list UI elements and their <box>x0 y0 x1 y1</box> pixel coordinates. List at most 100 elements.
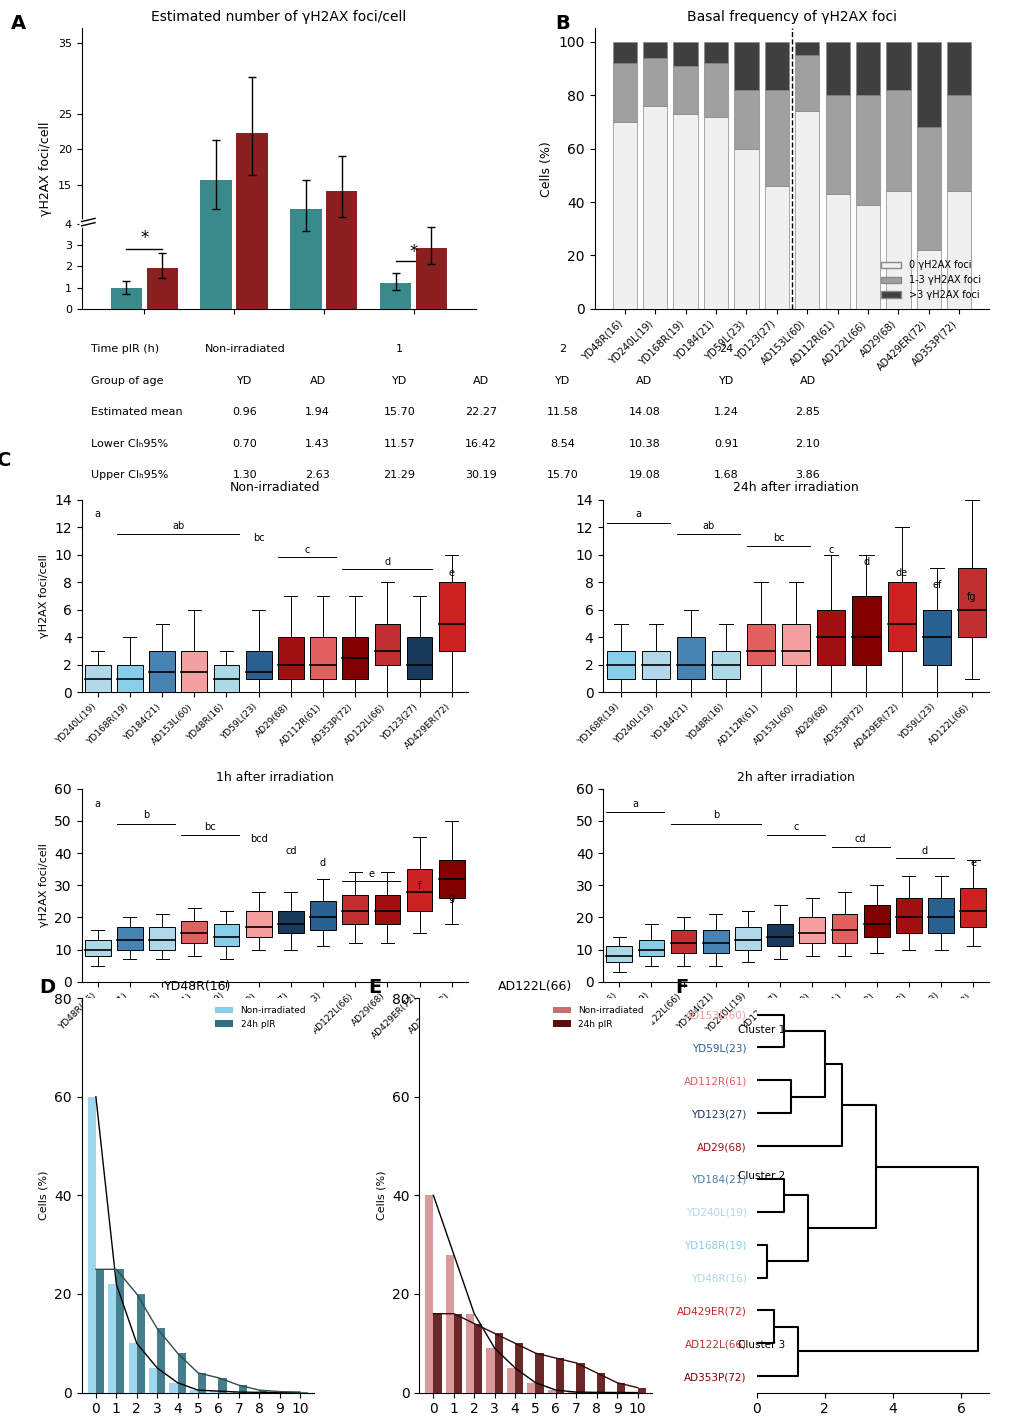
Text: Lower CIₕ95%: Lower CIₕ95% <box>91 439 168 449</box>
Text: YD: YD <box>717 375 733 385</box>
Bar <box>922 610 950 665</box>
Bar <box>289 209 321 308</box>
Bar <box>957 568 985 638</box>
Bar <box>764 41 789 90</box>
Text: f: f <box>418 881 421 891</box>
Text: 30.19: 30.19 <box>465 470 496 480</box>
Bar <box>416 249 446 308</box>
Bar <box>108 1285 116 1393</box>
Bar <box>218 1378 226 1393</box>
Bar <box>342 895 368 924</box>
Text: Time pIR (h): Time pIR (h) <box>91 344 159 354</box>
Text: d: d <box>384 557 390 567</box>
Bar <box>852 595 879 665</box>
Bar <box>116 1269 124 1393</box>
Text: e: e <box>368 870 374 880</box>
Text: de: de <box>895 568 907 578</box>
Bar <box>438 583 465 651</box>
Title: 24h after irradiation: 24h after irradiation <box>733 482 858 495</box>
Bar <box>278 911 304 934</box>
Text: C: C <box>0 452 11 470</box>
Bar <box>673 65 697 114</box>
Text: ab: ab <box>172 522 184 531</box>
Title: 1h after irradiation: 1h after irradiation <box>216 770 333 783</box>
Y-axis label: Cells (%): Cells (%) <box>376 1171 386 1221</box>
Bar <box>128 1343 137 1393</box>
Text: c: c <box>304 544 310 554</box>
Bar <box>642 58 666 107</box>
Bar <box>278 638 304 679</box>
Text: Cluster 2: Cluster 2 <box>738 1171 785 1181</box>
Bar <box>149 651 175 692</box>
Bar <box>181 651 207 692</box>
Bar <box>425 1195 433 1393</box>
Bar <box>637 1388 645 1393</box>
Bar <box>374 895 399 924</box>
Bar <box>916 250 941 308</box>
Text: 1: 1 <box>395 344 403 354</box>
Text: 0.70: 0.70 <box>232 439 257 449</box>
Bar <box>88 1097 96 1393</box>
Title: Basal frequency of γH2AX foci: Basal frequency of γH2AX foci <box>687 10 896 24</box>
Bar <box>147 267 178 308</box>
Bar <box>641 651 669 679</box>
Bar <box>916 41 941 128</box>
Bar <box>863 905 889 936</box>
Text: 1.94: 1.94 <box>305 408 330 418</box>
Bar <box>198 1373 206 1393</box>
Bar <box>638 939 663 956</box>
Bar <box>466 1313 474 1393</box>
Title: 2h after irradiation: 2h after irradiation <box>737 770 854 783</box>
Text: c: c <box>827 544 834 554</box>
Text: 10.38: 10.38 <box>628 439 659 449</box>
Text: e: e <box>448 568 454 578</box>
Bar <box>947 95 970 192</box>
Text: 3.86: 3.86 <box>795 470 819 480</box>
Bar <box>149 1368 157 1393</box>
Bar <box>515 1343 523 1393</box>
Bar <box>616 1383 625 1393</box>
Bar <box>535 1353 543 1393</box>
Text: *: * <box>409 243 418 260</box>
Text: 1.30: 1.30 <box>232 470 257 480</box>
Text: YD: YD <box>391 375 407 385</box>
Bar <box>887 583 915 651</box>
Bar <box>555 1358 564 1393</box>
Bar <box>612 63 636 122</box>
Text: 2: 2 <box>558 344 566 354</box>
Text: 22.27: 22.27 <box>465 408 496 418</box>
Bar <box>947 41 970 95</box>
Bar <box>149 926 175 949</box>
Bar <box>246 651 271 679</box>
Text: YD: YD <box>237 375 253 385</box>
Text: a: a <box>95 509 101 519</box>
Legend: 0 γH2AX foci, 1-3 γH2AX foci, >3 γH2AX foci: 0 γH2AX foci, 1-3 γH2AX foci, >3 γH2AX f… <box>876 257 983 304</box>
Text: a: a <box>95 799 101 809</box>
Bar <box>576 1363 584 1393</box>
Text: 8.54: 8.54 <box>550 439 575 449</box>
Text: bcd: bcd <box>250 834 267 844</box>
Bar <box>916 128 941 250</box>
Bar <box>711 651 740 679</box>
Text: Cluster 3: Cluster 3 <box>738 1340 785 1350</box>
Text: 1.43: 1.43 <box>305 439 330 449</box>
Bar <box>137 1295 145 1393</box>
Text: 2.63: 2.63 <box>305 470 330 480</box>
Bar <box>612 41 636 63</box>
Text: 19.08: 19.08 <box>628 470 659 480</box>
Text: ef: ef <box>931 580 941 590</box>
Bar <box>824 41 849 95</box>
Text: AD: AD <box>309 375 325 385</box>
Text: bc: bc <box>772 533 784 543</box>
Text: 15.70: 15.70 <box>546 470 578 480</box>
Bar <box>201 179 231 308</box>
Text: e: e <box>969 858 975 868</box>
Bar <box>795 41 818 55</box>
Text: Upper CIₕ95%: Upper CIₕ95% <box>91 470 168 480</box>
Text: Cluster 1: Cluster 1 <box>738 1025 785 1034</box>
Text: Estimated mean: Estimated mean <box>91 408 182 418</box>
Text: 1.68: 1.68 <box>713 470 738 480</box>
Text: Group of age: Group of age <box>91 375 163 385</box>
Y-axis label: γH2AX foci/cell: γH2AX foci/cell <box>39 121 52 216</box>
Text: d: d <box>921 845 927 855</box>
